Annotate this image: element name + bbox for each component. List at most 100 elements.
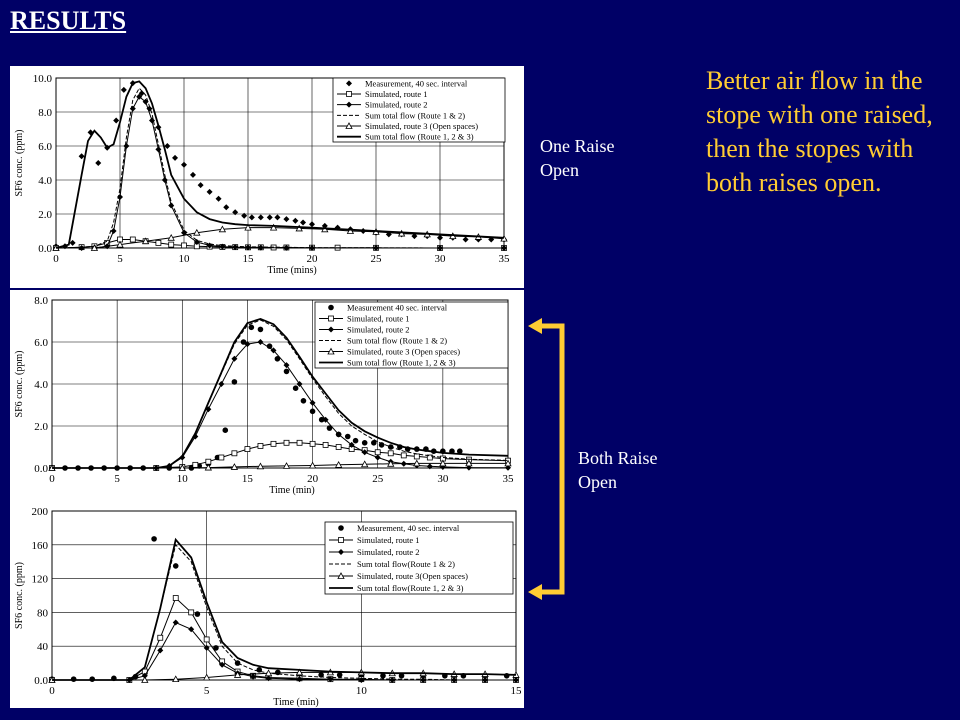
x-tick-label: 15 <box>511 685 523 697</box>
legend-label: Simulated, route 1 <box>357 535 420 545</box>
series-2-point <box>188 626 195 633</box>
y-tick-label: 4.0 <box>34 379 48 391</box>
y-tick-label: 0.0 <box>38 243 52 255</box>
bracket-line <box>536 323 565 595</box>
series-line-1 <box>52 597 516 681</box>
label-both-raise: Both Raise Open <box>578 446 658 494</box>
legend-swatch-marker <box>327 347 335 355</box>
series-0-point <box>138 90 145 97</box>
x-tick-label: 30 <box>435 253 447 265</box>
series-4-point <box>465 459 473 467</box>
series-1-point <box>155 239 162 246</box>
series-1-point <box>188 609 195 616</box>
series-2-point <box>309 399 316 406</box>
series-2-point <box>155 146 162 153</box>
label-one-raise-line1: One Raise <box>540 136 615 156</box>
legend-swatch-marker <box>346 101 352 108</box>
series-2-point <box>265 675 272 682</box>
series-2-point <box>374 454 381 461</box>
series-0-point <box>241 212 248 219</box>
series-1-point <box>218 454 225 461</box>
label-both-raise-line1: Both Raise <box>578 448 658 468</box>
y-tick-label: 0.0 <box>34 675 48 687</box>
x-tick-label: 35 <box>499 253 511 265</box>
y-tick-label: 8.0 <box>34 295 48 307</box>
plot-frame <box>51 299 509 469</box>
series-2-point <box>296 676 303 683</box>
series-4-point <box>202 673 211 681</box>
legend-swatch-marker <box>346 91 352 97</box>
series-0-point <box>456 448 463 454</box>
series-0-point <box>206 188 213 195</box>
series-0-point <box>113 117 120 124</box>
series-4-point <box>167 233 175 241</box>
series-0-point <box>309 221 315 228</box>
series-2-point <box>250 673 257 680</box>
series-1-point <box>270 440 277 447</box>
series-2-point <box>322 416 329 423</box>
slide-title: RESULTS <box>10 6 127 35</box>
series-0-point <box>266 214 273 221</box>
series-line-5 <box>52 537 517 681</box>
series-0-point <box>344 433 351 440</box>
series-2-point <box>136 93 143 100</box>
y-tick-label: 80 <box>37 607 49 619</box>
legend-swatch-marker <box>345 122 353 129</box>
series-2-point <box>373 245 379 251</box>
series-0-point <box>232 209 239 216</box>
series-0-point <box>292 217 299 224</box>
series-0-point <box>371 440 377 446</box>
x-tick-label: 10 <box>177 473 189 485</box>
series-0-point <box>151 536 157 542</box>
series-1-point <box>244 446 251 453</box>
series-0-point <box>257 326 264 333</box>
series-1-point <box>157 634 164 641</box>
legend-swatch-marker <box>328 315 334 322</box>
series-4-point <box>172 675 180 683</box>
chart-both-raise-1: 0 5 10 15 20 25 30 35 0.0 2.0 4.0 6.0 8.0 Time (min) S… <box>10 290 524 500</box>
series-4-point <box>295 224 303 232</box>
y-tick-label: 0.0 <box>34 463 48 475</box>
series-4-point <box>141 237 150 245</box>
series-2-point <box>218 381 225 387</box>
x-tick-label: 20 <box>307 253 319 265</box>
x-tick-label: 0 <box>49 473 55 485</box>
chart-one-raise: 0 5 10 15 20 25 30 35 0.0 2.0 4.0 6.0 8.0 10.0 Time (m… <box>10 66 524 288</box>
x-tick-label: 0 <box>53 253 59 265</box>
legend-box <box>324 521 514 595</box>
series-0-point <box>283 216 290 223</box>
series-2-point <box>245 244 251 251</box>
legend-box <box>314 301 509 369</box>
series-0-point <box>326 425 333 431</box>
x-tick-label: 35 <box>503 473 515 485</box>
plot-frame <box>51 510 517 681</box>
x-tick-label: 30 <box>437 473 449 485</box>
series-0-point <box>240 339 247 345</box>
series-2-point <box>141 672 148 679</box>
legend-label: Sum total flow(Route 1 & 2) <box>357 559 455 569</box>
series-0-point <box>318 672 324 678</box>
series-4-point <box>204 463 213 471</box>
series-4-point <box>90 244 99 251</box>
legend-label: Sum total flow (Route 1, 2 & 3) <box>347 358 456 368</box>
series-0-point <box>336 672 343 678</box>
series-2-point <box>389 677 396 683</box>
series-4-point <box>295 668 304 676</box>
legend-label: Measurement, 40 sec. interval <box>357 523 460 533</box>
chart-both-raise-2-svg: 0 5 10 15 0.0 40 80 120 160 200 Time (min) SF6 conc… <box>14 506 523 708</box>
series-0-point <box>78 153 85 160</box>
series-0-point <box>411 233 418 240</box>
series-0-point <box>300 219 307 226</box>
y-axis-label: SF6 conc. (ppm) <box>14 562 25 629</box>
series-4-point <box>264 669 273 677</box>
series-2-point <box>505 464 511 471</box>
series-4-point <box>233 671 242 678</box>
series-1-point <box>374 449 381 456</box>
series-4-point <box>256 462 265 470</box>
x-tick-label: 25 <box>371 253 383 265</box>
x-tick-label: 5 <box>204 685 210 697</box>
legend-label: Measurement 40 sec. interval <box>347 303 448 313</box>
series-0-point <box>309 408 316 415</box>
chart-both-raise-1-svg: 0 5 10 15 20 25 30 35 0.0 2.0 4.0 6.0 8.0 Time (min) S… <box>14 295 515 496</box>
chart-both-raise-2: 0 5 10 15 0.0 40 80 120 160 200 Time (min) SF6 conc… <box>10 500 524 708</box>
